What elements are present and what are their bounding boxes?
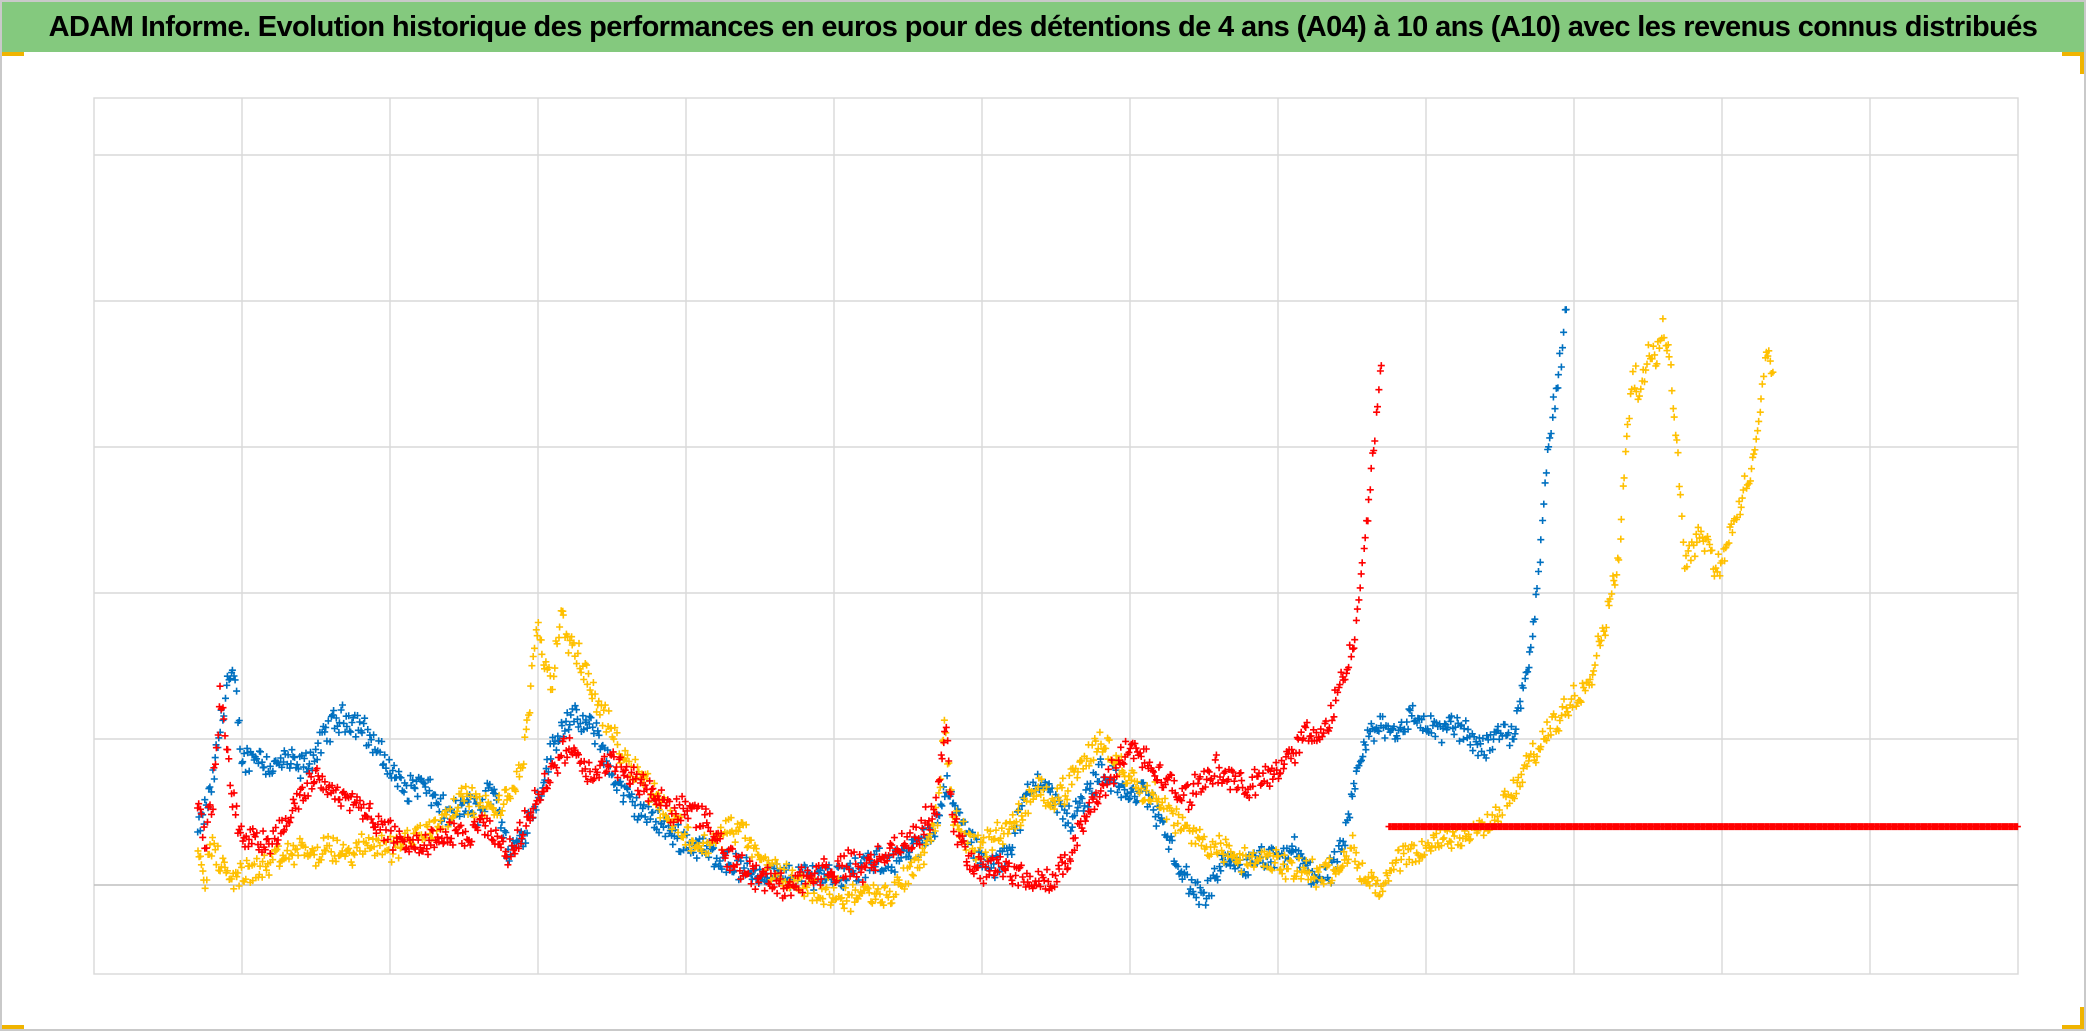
title-bar: ADAM Informe. Evolution historique des p… [2,2,2084,52]
chart-title: ADAM Informe. Evolution historique des p… [48,10,2038,43]
corner-mark-top-right-vertical [2080,52,2084,74]
series-2-markers [194,362,2021,902]
corner-mark-bottom-right-vertical [2080,1007,2084,1029]
corner-mark-top-right [2062,52,2084,56]
corner-mark-top-left [2,52,24,56]
series-layer [194,306,2021,915]
corner-mark-bottom-right [2062,1025,2084,1029]
series-0-markers [194,306,1570,909]
series-2 [194,362,2021,902]
grid [93,97,2019,975]
series-0 [194,306,1570,909]
plot-area-border [93,97,2019,975]
corner-mark-bottom-left [2,1025,24,1029]
